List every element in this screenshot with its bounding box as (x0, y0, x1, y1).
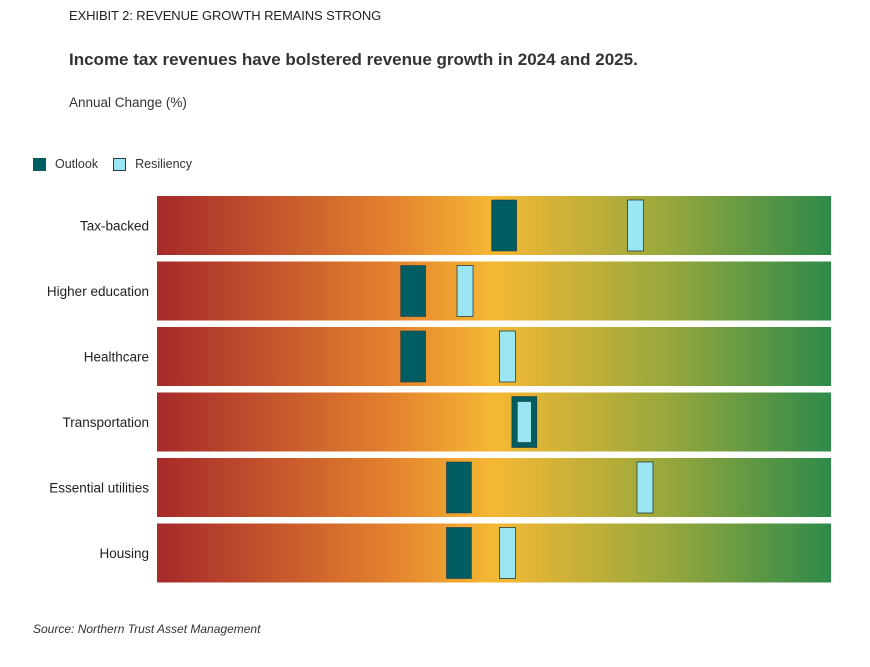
resiliency-marker-housing (499, 527, 516, 579)
gradient-bar-essential-utilities (157, 458, 831, 517)
outlook-marker-essential-utilities (446, 461, 472, 514)
outlook-marker-healthcare (400, 330, 426, 383)
resiliency-marker-tax-backed (627, 199, 644, 252)
legend-item-resiliency: Resiliency (113, 157, 192, 171)
source-note: Source: Northern Trust Asset Management (33, 622, 261, 636)
resiliency-marker-higher-education (456, 265, 474, 317)
exhibit-label: EXHIBIT 2: REVENUE GROWTH REMAINS STRONG (69, 8, 382, 23)
resiliency-marker-transportation (517, 401, 532, 443)
outlook-marker-housing (446, 527, 472, 579)
gradient-bar-housing (157, 523, 831, 583)
resiliency-marker-essential-utilities (636, 461, 654, 514)
gradient-bar-healthcare (157, 327, 831, 386)
category-label-transportation: Transportation (62, 415, 149, 430)
legend-swatch-resiliency (113, 157, 127, 171)
outlook-marker-higher-education (400, 265, 426, 317)
category-label-essential-utilities: Essential utilities (49, 481, 149, 496)
category-label-healthcare: Healthcare (84, 350, 149, 365)
gradient-bar-transportation (157, 392, 831, 452)
gradient-bar-higher-education (157, 261, 831, 321)
chart-headline: Income tax revenues have bolstered reven… (69, 50, 638, 69)
chart-subtitle: Annual Change (%) (69, 95, 187, 110)
legend-item-outlook: Outlook (33, 157, 98, 171)
category-label-housing: Housing (99, 546, 149, 561)
category-label-tax-backed: Tax-backed (80, 219, 149, 234)
category-label-higher-education: Higher education (47, 284, 149, 299)
outlook-marker-tax-backed (491, 199, 517, 252)
legend: Outlook Resiliency (33, 157, 207, 171)
legend-swatch-outlook (33, 157, 46, 171)
legend-label-resiliency: Resiliency (135, 157, 193, 171)
legend-label-outlook: Outlook (55, 157, 99, 171)
resiliency-marker-healthcare (499, 330, 516, 383)
